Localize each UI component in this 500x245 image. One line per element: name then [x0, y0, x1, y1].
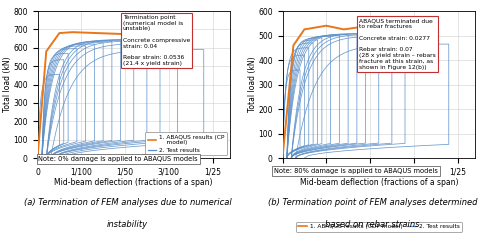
X-axis label: Mid-beam deflection (fractions of a span): Mid-beam deflection (fractions of a span… [54, 178, 213, 187]
X-axis label: Mid-beam deflection (fractions of a span): Mid-beam deflection (fractions of a span… [300, 178, 458, 187]
Text: Note: 80% damage is applied to ABAQUS models: Note: 80% damage is applied to ABAQUS mo… [274, 168, 438, 174]
Y-axis label: Total load (kN): Total load (kN) [248, 57, 257, 112]
Text: Termination point
(numerical model is
unstable)

Concrete compressive
strain: 0.: Termination point (numerical model is un… [123, 15, 190, 66]
Text: Note: 0% damage is applied to ABAQUS models: Note: 0% damage is applied to ABAQUS mod… [38, 157, 198, 162]
Text: (b) Termination point of FEM analyses determined: (b) Termination point of FEM analyses de… [268, 198, 477, 207]
Text: instability: instability [107, 220, 148, 229]
Legend: 1. ABAQUS results (CDP model), 2. Test results: 1. ABAQUS results (CDP model), 2. Test r… [296, 222, 462, 232]
Text: based on rebar strains: based on rebar strains [325, 220, 420, 229]
Y-axis label: Total load (kN): Total load (kN) [3, 57, 12, 112]
Legend: 1. ABAQUS results (CP
    model), 2. Test results: 1. ABAQUS results (CP model), 2. Test re… [146, 132, 227, 155]
Text: ABAQUS terminated due
to rebar fractures

Concrete strain: 0.0277

Rebar strain:: ABAQUS terminated due to rebar fractures… [359, 18, 436, 70]
Text: (a) Termination of FEM analyses due to numerical: (a) Termination of FEM analyses due to n… [24, 198, 232, 207]
